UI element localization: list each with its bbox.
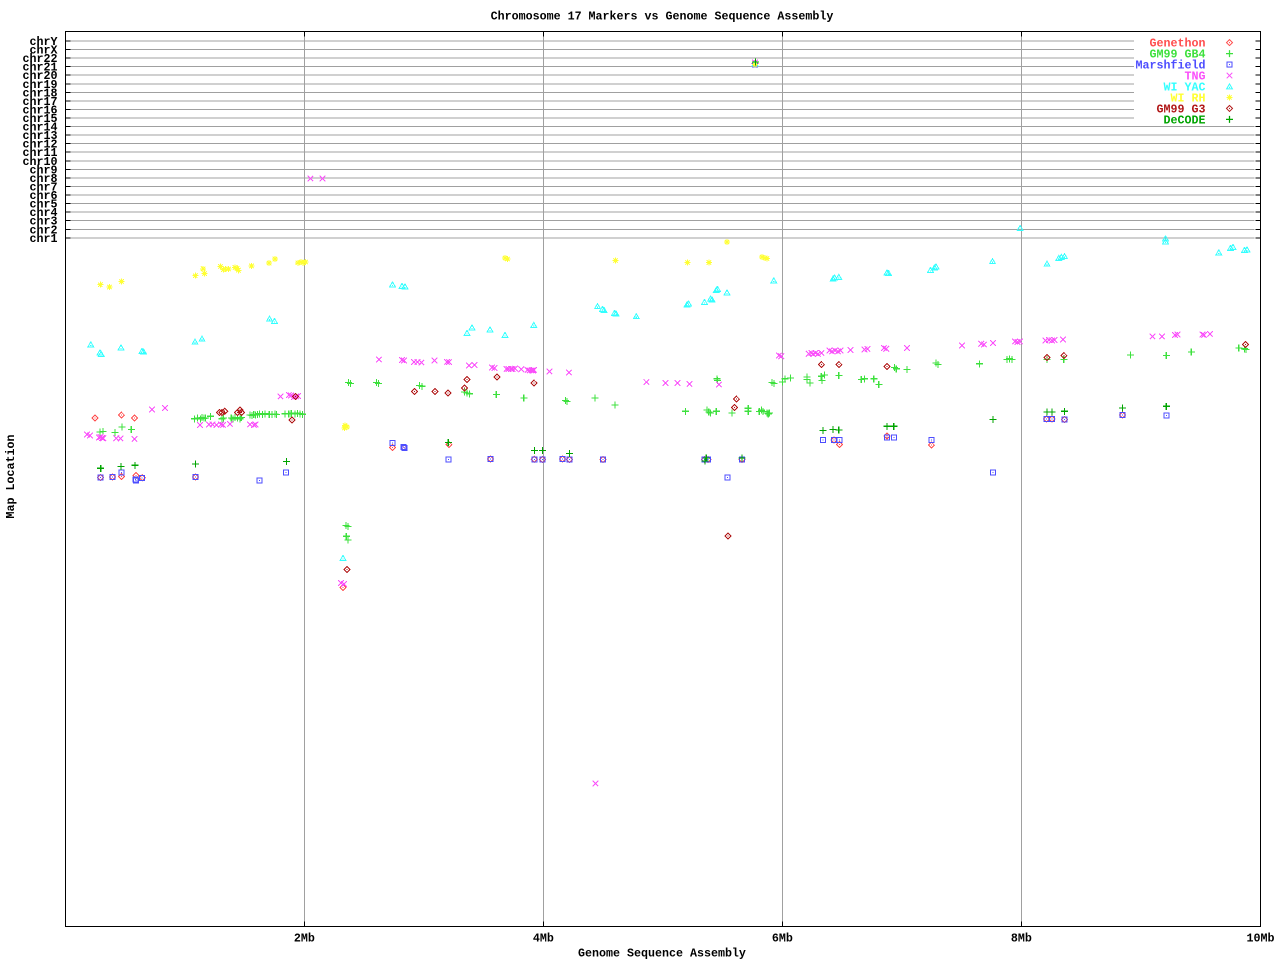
svg-text:Map Location: Map Location xyxy=(4,435,18,519)
svg-text:chr15: chr15 xyxy=(23,112,58,126)
svg-text:chr7: chr7 xyxy=(30,180,58,194)
svg-text:chr6: chr6 xyxy=(30,189,58,203)
svg-text:DeCODE: DeCODE xyxy=(1164,113,1206,127)
svg-text:GM99 G3: GM99 G3 xyxy=(1157,102,1206,116)
svg-text:chr16: chr16 xyxy=(23,103,58,117)
svg-text:Genome Sequence Assembly: Genome Sequence Assembly xyxy=(578,947,746,960)
svg-text:chr14: chr14 xyxy=(23,121,58,135)
svg-text:chr18: chr18 xyxy=(23,86,58,100)
svg-text:chr12: chr12 xyxy=(23,138,58,152)
svg-text:chr17: chr17 xyxy=(23,95,58,109)
svg-text:GM99 GB4: GM99 GB4 xyxy=(1150,48,1206,62)
svg-text:chrY: chrY xyxy=(30,35,58,49)
svg-text:chr8: chr8 xyxy=(30,172,58,186)
svg-text:chr5: chr5 xyxy=(30,198,58,212)
svg-text:WI RH: WI RH xyxy=(1171,92,1206,106)
svg-text:Marshfield: Marshfield xyxy=(1136,59,1206,73)
svg-text:chrX: chrX xyxy=(30,44,58,58)
svg-text:8Mb: 8Mb xyxy=(1011,932,1032,946)
svg-text:chr3: chr3 xyxy=(30,215,58,229)
svg-text:Genethon: Genethon xyxy=(1150,37,1206,51)
svg-text:6Mb: 6Mb xyxy=(772,932,793,946)
svg-text:4Mb: 4Mb xyxy=(533,932,554,946)
svg-text:10Mb: 10Mb xyxy=(1247,932,1275,946)
svg-text:chr22: chr22 xyxy=(23,52,58,66)
svg-text:chr13: chr13 xyxy=(23,129,58,143)
svg-text:chr11: chr11 xyxy=(23,146,58,160)
svg-text:chr2: chr2 xyxy=(30,223,58,237)
svg-text:chr20: chr20 xyxy=(23,69,58,83)
svg-text:chr4: chr4 xyxy=(30,206,58,220)
svg-text:2Mb: 2Mb xyxy=(294,932,315,946)
svg-text:chr9: chr9 xyxy=(30,163,58,177)
svg-text:WI YAC: WI YAC xyxy=(1164,81,1206,95)
svg-text:chr1: chr1 xyxy=(30,232,58,246)
svg-text:chr19: chr19 xyxy=(23,78,58,92)
svg-text:chr21: chr21 xyxy=(23,61,58,75)
svg-text:TNG: TNG xyxy=(1185,70,1206,84)
svg-text:Chromosome 17 Markers vs Genom: Chromosome 17 Markers vs Genome Sequence… xyxy=(491,10,834,24)
svg-text:chr10: chr10 xyxy=(23,155,58,169)
